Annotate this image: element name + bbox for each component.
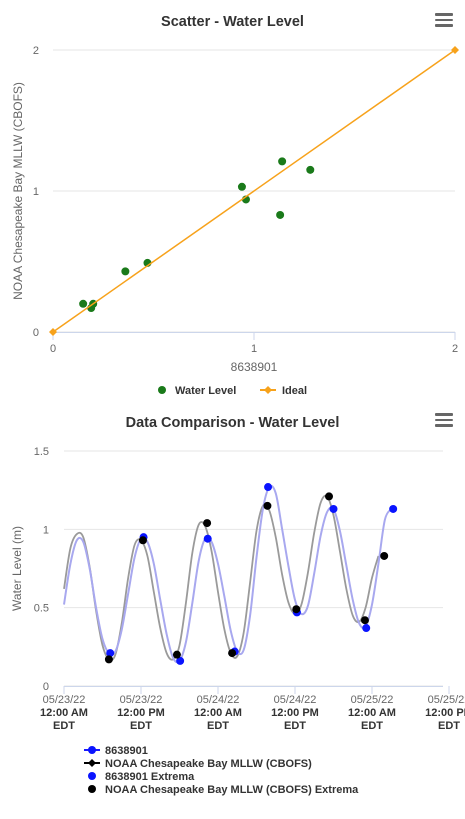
scatter-chart-panel: Scatter - Water Level 0 1 2 0 1 2 8638901 NOAA … — [0, 0, 465, 405]
legend-water-level-label: Water Level — [175, 385, 236, 397]
y-tick-label: 0 — [33, 327, 39, 339]
y-tick-label: 2 — [33, 45, 39, 57]
extrema-8638901-point — [362, 624, 371, 633]
extrema-8638901-point — [203, 534, 212, 543]
extrema-noaa-cbofs-point — [380, 551, 389, 560]
hamburger-menu-icon[interactable] — [435, 13, 453, 27]
x-tick-tz: EDT — [130, 720, 152, 732]
extrema-noaa-cbofs-point — [104, 655, 113, 664]
water-level-point — [121, 267, 130, 276]
x-tick-time: 12:00 PM — [117, 707, 165, 719]
y-tick-label: 1.5 — [34, 446, 49, 458]
legend-noaa-cbofs-extrema-marker — [88, 785, 96, 793]
comparison-chart-title: Data Comparison - Water Level — [125, 415, 340, 431]
y-tick-label: 0 — [43, 681, 49, 693]
y-axis-title: Water Level (m) — [10, 526, 24, 611]
x-tick-tz: EDT — [361, 720, 383, 732]
water-level-point — [276, 210, 285, 219]
x-tick-tz: EDT — [438, 720, 460, 732]
extrema-8638901-point — [389, 504, 398, 513]
extrema-noaa-cbofs-point — [228, 649, 237, 658]
x-tick-time: 12:00 PM — [425, 707, 465, 719]
legend-8638901-marker — [88, 746, 96, 754]
y-tick-label: 0.5 — [34, 603, 49, 615]
legend-8638901-label: 8638901 — [105, 745, 148, 757]
y-tick-label: 1 — [33, 186, 39, 198]
x-tick-tz: EDT — [53, 720, 75, 732]
x-tick-label: 0 — [50, 343, 56, 355]
x-tick-date: 05/24/22 — [197, 694, 240, 706]
extrema-noaa-cbofs-point — [203, 519, 212, 528]
legend-noaa-cbofs-extrema-label: NOAA Chesapeake Bay MLLW (CBOFS) Extrema — [105, 784, 359, 796]
extrema-noaa-cbofs-point — [325, 492, 334, 501]
extrema-noaa-cbofs-point — [172, 650, 181, 659]
x-tick-time: 12:00 AM — [40, 707, 88, 719]
scatter-chart-title: Scatter - Water Level — [161, 14, 304, 30]
extrema-8638901-point — [329, 504, 338, 513]
x-tick-date: 05/24/22 — [274, 694, 317, 706]
x-tick-date: 05/23/22 — [120, 694, 163, 706]
x-tick-time: 12:00 AM — [348, 707, 396, 719]
x-tick-date: 05/25/22 — [428, 694, 465, 706]
ideal-point — [49, 328, 57, 336]
water-level-point — [237, 182, 246, 191]
legend-noaa-cbofs-marker — [88, 759, 96, 767]
legend-ideal-label: Ideal — [282, 385, 307, 397]
extrema-8638901-point — [106, 649, 115, 658]
legend-8638901-extrema-label: 8638901 Extrema — [105, 771, 195, 783]
y-tick-label: 1 — [43, 524, 49, 536]
legend-8638901-extrema-marker — [88, 772, 96, 780]
hamburger-menu-icon[interactable] — [435, 413, 453, 427]
extrema-8638901-point — [176, 656, 185, 665]
ideal-line — [52, 49, 456, 333]
scatter-chart-svg: 0 1 2 0 1 2 8638901 NOAA Chesapeake Bay MLLW (C… — [11, 45, 459, 397]
extrema-noaa-cbofs-point — [263, 501, 272, 510]
extrema-noaa-cbofs-point — [138, 536, 147, 545]
x-axis-title: 8638901 — [231, 360, 278, 374]
extrema-noaa-cbofs-point — [292, 605, 301, 614]
x-tick-tz: EDT — [284, 720, 306, 732]
series-8638901-line — [63, 484, 393, 664]
x-tick-label: 1 — [251, 343, 257, 355]
x-tick-label: 2 — [452, 343, 458, 355]
x-tick-date: 05/23/22 — [43, 694, 86, 706]
extrema-noaa-cbofs-point — [360, 616, 369, 625]
legend-ideal-marker — [264, 386, 272, 394]
legend-noaa-cbofs-label: NOAA Chesapeake Bay MLLW (CBOFS) — [105, 758, 312, 770]
y-axis-title: NOAA Chesapeake Bay MLLW (CBOFS) — [11, 82, 25, 300]
ideal-point — [451, 46, 459, 54]
water-level-point — [79, 299, 88, 308]
x-tick-time: 12:00 PM — [271, 707, 319, 719]
legend-water-level-marker — [158, 386, 166, 394]
x-tick-tz: EDT — [207, 720, 229, 732]
x-tick-time: 12:00 AM — [194, 707, 242, 719]
x-tick-date: 05/25/22 — [351, 694, 394, 706]
comparison-chart-panel: Data Comparison - Water Level 0 0.5 1 1.5 Wa… — [0, 405, 465, 819]
water-level-point — [306, 165, 315, 174]
water-level-point — [278, 157, 287, 166]
extrema-8638901-point — [264, 483, 273, 492]
